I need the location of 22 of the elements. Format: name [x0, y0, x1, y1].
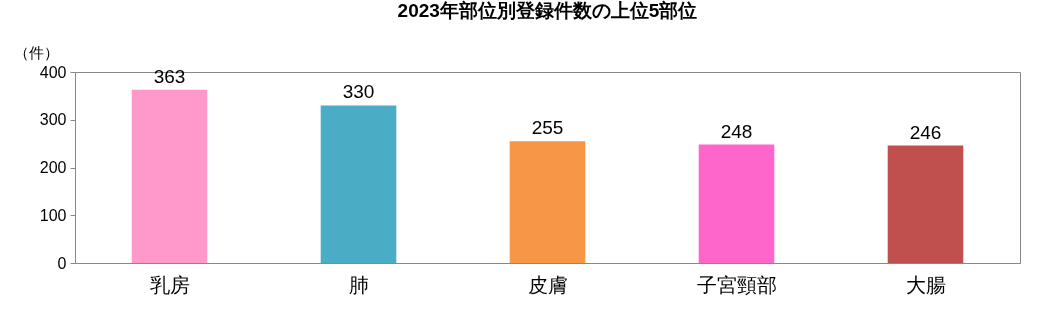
bar: [887, 145, 964, 263]
y-axis-title: （件）: [13, 43, 59, 61]
x-tick-label: 肺: [348, 273, 369, 296]
bar: [509, 141, 586, 263]
x-tick-label: 大腸: [905, 273, 946, 296]
data-label: 246: [909, 121, 942, 143]
data-label: 363: [153, 65, 186, 87]
y-tick-label: 400: [39, 63, 67, 81]
y-tick-label: 300: [39, 111, 67, 129]
data-label: 255: [531, 117, 564, 139]
bar: [131, 89, 208, 263]
y-tick-label: 100: [39, 206, 67, 224]
data-label: 330: [342, 81, 375, 103]
y-tick-label: 200: [39, 159, 67, 176]
x-tick-label: 子宮頸部: [696, 273, 777, 296]
x-tick-label: 乳房: [149, 273, 190, 296]
x-tick-label: 皮膚: [527, 273, 568, 296]
chart-title: 2023年部位別登録件数の上位5部位: [397, 0, 698, 21]
bar: [320, 105, 397, 263]
y-tick-label: 0: [57, 254, 67, 272]
bar: [698, 144, 775, 263]
data-label: 248: [720, 120, 753, 142]
